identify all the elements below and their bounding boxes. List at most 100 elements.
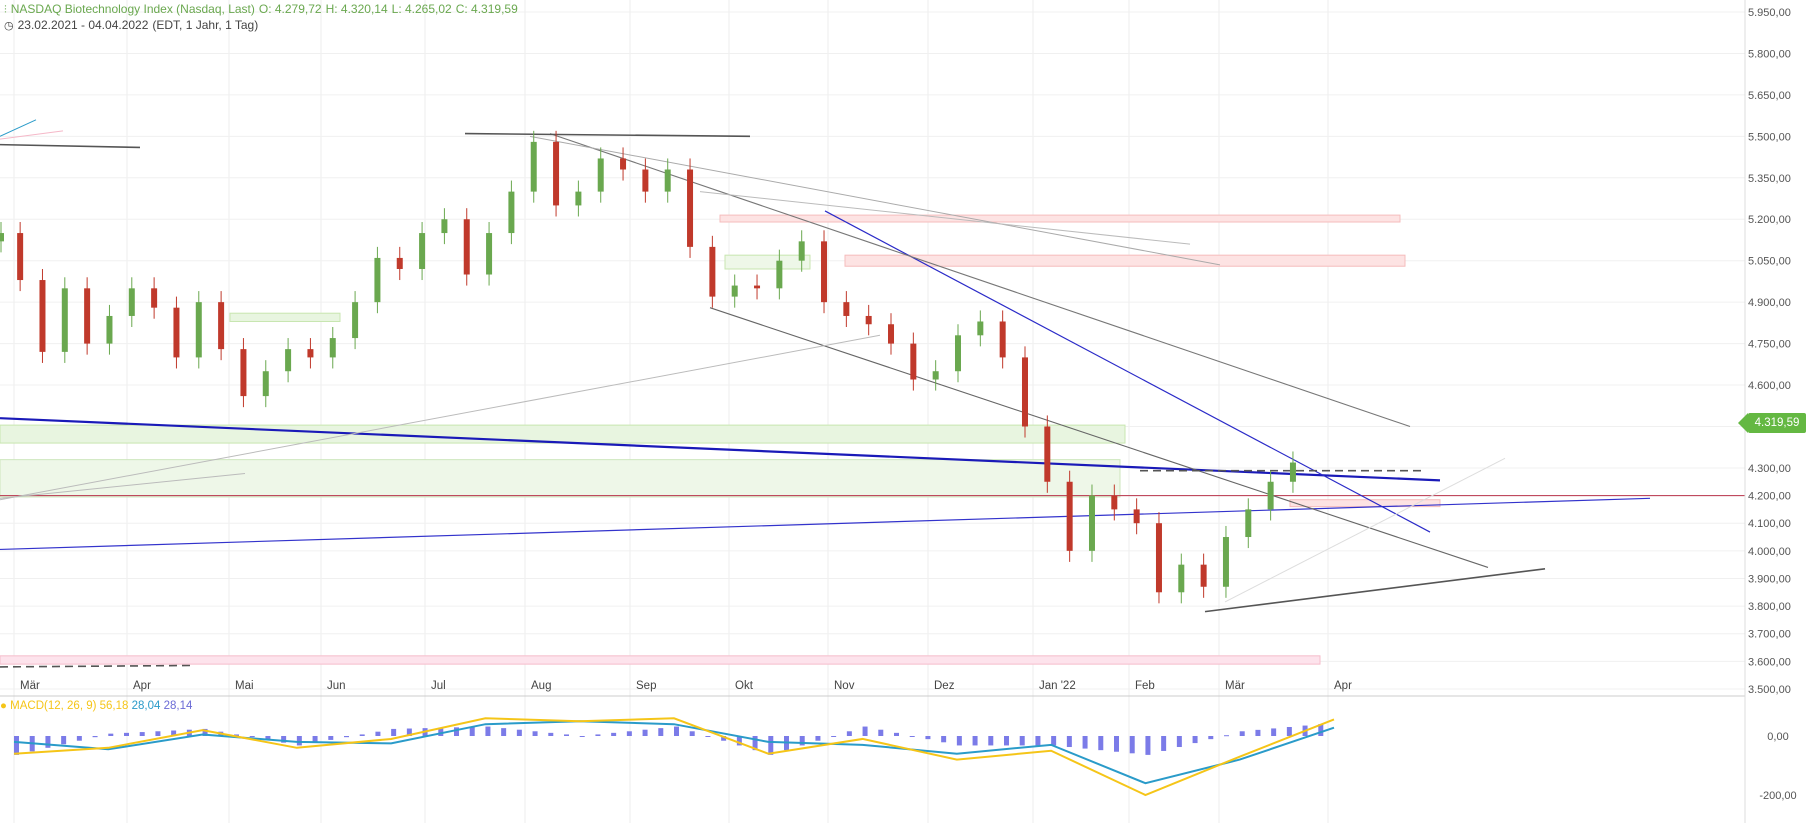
trend-line bbox=[529, 135, 1221, 266]
trend-line bbox=[699, 191, 1191, 245]
x-tick-label: Jan '22 bbox=[1039, 680, 1076, 692]
histogram-bar bbox=[1161, 736, 1167, 751]
histogram-bar bbox=[548, 732, 554, 736]
histogram-bar bbox=[752, 736, 758, 751]
histogram-bar bbox=[878, 729, 884, 736]
histogram-bar bbox=[909, 736, 915, 737]
candle-body bbox=[17, 233, 24, 281]
candle-body bbox=[776, 260, 783, 289]
zone-rect bbox=[844, 254, 1406, 267]
histogram-bar bbox=[14, 736, 19, 755]
macd-tick-label: 0,00 bbox=[1767, 731, 1788, 743]
candle-body bbox=[463, 219, 470, 275]
y-tick-label: 3.500,00 bbox=[1748, 684, 1791, 696]
histogram-bar bbox=[1224, 735, 1229, 737]
candle-body bbox=[1044, 426, 1051, 482]
x-tick-label: Sep bbox=[636, 680, 656, 692]
candle-body bbox=[329, 338, 336, 358]
candle-body bbox=[888, 324, 895, 344]
candle-body bbox=[441, 219, 448, 234]
histogram-bar bbox=[862, 726, 868, 736]
histogram-bar bbox=[1051, 736, 1057, 746]
ohlc-high: H: 4.320,14 bbox=[325, 2, 388, 16]
x-tick-label: Mai bbox=[235, 680, 254, 692]
histogram-bar bbox=[956, 736, 962, 746]
y-tick-label: 4.200,00 bbox=[1748, 491, 1791, 503]
candle-body bbox=[687, 169, 694, 247]
histogram-bar bbox=[344, 736, 349, 738]
candle-body bbox=[1088, 495, 1095, 551]
histogram-bar bbox=[611, 732, 617, 736]
candle-body bbox=[709, 246, 716, 297]
y-tick-label: 5.650,00 bbox=[1748, 90, 1791, 102]
histogram-bar bbox=[595, 734, 601, 736]
candle-body bbox=[307, 349, 314, 358]
y-tick-label: 4.100,00 bbox=[1748, 518, 1791, 530]
histogram-bar bbox=[1286, 726, 1292, 736]
candle-body bbox=[977, 321, 984, 336]
trend-line bbox=[709, 307, 1489, 568]
x-tick-label: Mär bbox=[1225, 680, 1245, 692]
candle-body bbox=[173, 307, 180, 358]
y-tick-label: 5.800,00 bbox=[1748, 48, 1791, 60]
histogram-bar bbox=[92, 736, 98, 738]
histogram-bar bbox=[1035, 736, 1041, 746]
trend-line bbox=[824, 210, 1431, 533]
histogram-bar bbox=[1208, 736, 1214, 740]
histogram-bar bbox=[1271, 728, 1277, 736]
histogram-bar bbox=[516, 729, 522, 736]
candle-body bbox=[1155, 523, 1162, 593]
y-tick-label: 5.050,00 bbox=[1748, 256, 1791, 268]
candle-body bbox=[642, 169, 649, 192]
histogram-bar bbox=[1145, 736, 1151, 755]
histogram-bar bbox=[532, 731, 538, 736]
ohlc-low: L: 4.265,02 bbox=[391, 2, 452, 16]
trend-line bbox=[0, 497, 1651, 551]
range-settings: (EDT, 1 Jahr, 1 Tag) bbox=[152, 18, 259, 32]
histogram-bar bbox=[1255, 729, 1261, 736]
histogram-bar bbox=[485, 726, 491, 736]
zone-rect bbox=[0, 655, 1321, 665]
histogram-bar bbox=[202, 728, 208, 736]
candle-body bbox=[151, 288, 158, 308]
chart-type-icon[interactable]: ⫶ bbox=[4, 4, 7, 16]
trend-line bbox=[1224, 457, 1506, 603]
histogram-value: 28,14 bbox=[163, 700, 193, 712]
histogram-bar bbox=[469, 726, 475, 736]
candle-body bbox=[843, 302, 850, 316]
histogram-bar bbox=[674, 726, 679, 736]
histogram-bar bbox=[642, 729, 648, 736]
clock-icon[interactable]: ◷ bbox=[4, 20, 14, 32]
histogram-bar bbox=[564, 734, 569, 736]
histogram-bar bbox=[234, 734, 239, 736]
histogram-bar bbox=[1129, 736, 1135, 754]
candle-body bbox=[262, 371, 269, 397]
candle-body bbox=[932, 371, 939, 380]
candle-body bbox=[218, 302, 225, 350]
x-tick-label: Jul bbox=[431, 680, 446, 692]
candle-body bbox=[1178, 564, 1185, 593]
macd-legend-dot: ● bbox=[0, 700, 7, 712]
y-tick-label: 3.700,00 bbox=[1748, 629, 1791, 641]
histogram-bar bbox=[454, 727, 459, 736]
y-tick-label: 4.900,00 bbox=[1748, 297, 1791, 309]
candle-body bbox=[486, 233, 493, 275]
candle-body bbox=[285, 349, 292, 372]
histogram-bar bbox=[626, 731, 632, 736]
last-price-tag: 4.319,59 bbox=[1738, 413, 1806, 433]
candle-body bbox=[1111, 495, 1118, 510]
y-tick-label: 4.600,00 bbox=[1748, 380, 1791, 392]
candle-body bbox=[530, 141, 537, 192]
ohlc-close: C: 4.319,59 bbox=[455, 2, 518, 16]
macd-line bbox=[13, 717, 1335, 797]
candle-body bbox=[821, 241, 828, 303]
histogram-bar bbox=[815, 736, 821, 741]
candle-body bbox=[664, 169, 671, 192]
histogram-bar bbox=[501, 728, 507, 736]
candle-body bbox=[620, 158, 627, 170]
macd-legend: ● MACD(12, 26, 9) 56,18 28,04 28,14 bbox=[0, 700, 192, 712]
zone-rect bbox=[0, 424, 1126, 444]
date-range: 23.02.2021 - 04.04.2022 bbox=[17, 18, 149, 32]
histogram-bar bbox=[768, 736, 774, 755]
